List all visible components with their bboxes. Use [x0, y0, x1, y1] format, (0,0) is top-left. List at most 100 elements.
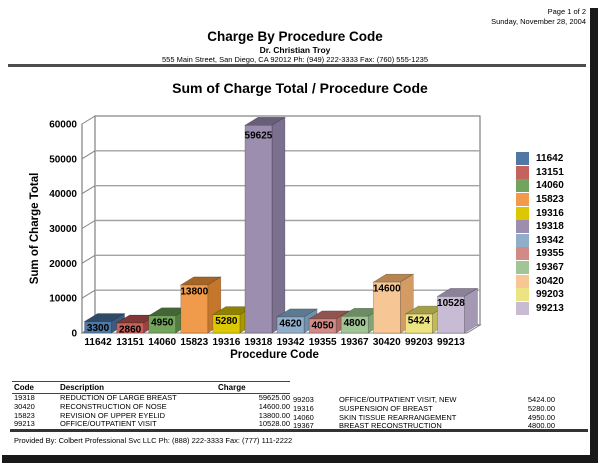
y-tick-label: 60000 — [49, 120, 77, 131]
x-tick-label: 15823 — [180, 337, 208, 348]
x-tick-label: 13151 — [116, 337, 144, 348]
axis-tick-connector — [81, 254, 96, 264]
description-cell: OFFICE/OUTPATIENT VISIT — [60, 419, 157, 429]
provided-by-footer: Provided By: Colbert Professional Svc LL… — [14, 436, 293, 445]
description-cell: SUSPENSION OF BREAST — [339, 403, 433, 413]
chart-title: Sum of Charge Total / Procedure Code — [172, 80, 428, 96]
legend-label: 19367 — [536, 262, 564, 274]
x-tick-label: 19316 — [212, 337, 240, 348]
bar-19318 — [243, 116, 287, 334]
table-row: 30420 RECONSTRUCTION OF NOSE 14600.00 — [12, 402, 290, 411]
charge-cell: 10528.00 — [258, 419, 290, 429]
legend-label: 19316 — [536, 207, 564, 219]
x-tick-label: 19367 — [341, 337, 369, 348]
charge-cell: 13800.00 — [258, 410, 290, 420]
practice-address: 555 Main Street, San Diego, CA 92012 Ph:… — [161, 55, 428, 64]
table-header-row: Code Description Charge — [12, 382, 290, 393]
legend-label: 13151 — [536, 166, 564, 178]
x-tick-label: 19355 — [309, 337, 337, 348]
col-header-description: Description — [60, 383, 105, 392]
description-cell: RECONSTRUCTION OF NOSE — [60, 401, 167, 411]
description-cell: SKIN TISSUE REARRANGEMENT — [339, 412, 457, 422]
table-row: 99213 OFFICE/OUTPATIENT VISIT 10528.00 — [12, 419, 290, 428]
legend-label: 14060 — [536, 180, 564, 192]
page-shadow-bottom — [2, 455, 598, 463]
legend-item: 14060 — [516, 179, 564, 193]
report-title: Charge By Procedure Code — [207, 29, 383, 44]
data-label: 3300 — [87, 323, 110, 334]
axis-tick-connector — [81, 185, 96, 195]
legend-label: 15823 — [536, 194, 564, 206]
x-tick-label: 19318 — [245, 337, 273, 348]
data-label: 5280 — [215, 316, 238, 327]
legend-item: 15823 — [516, 193, 564, 207]
data-label: 2860 — [119, 325, 142, 336]
y-tick-label: 20000 — [49, 259, 77, 270]
data-label: 4950 — [151, 317, 174, 328]
table-row: 19318 REDUCTION OF LARGE BREAST 59625.00 — [12, 393, 290, 402]
y-tick-label: 30000 — [49, 224, 77, 235]
x-tick-label: 19342 — [277, 337, 305, 348]
legend-label: 30420 — [536, 275, 564, 287]
legend-swatch — [516, 206, 529, 220]
charge-table-left: Code Description Charge 19318 REDUCTION OF L… — [12, 382, 290, 428]
legend-swatch — [516, 152, 529, 166]
charge-cell: 4950.00 — [527, 412, 555, 422]
legend-label: 99213 — [536, 302, 564, 314]
x-tick-label: 99213 — [437, 337, 465, 348]
bar-chart-3d: 3300 11642 2860 13151 4950 14060 13800 15823 528… — [0, 100, 600, 380]
y-tick-label: 10000 — [49, 294, 77, 305]
legend-swatch — [516, 261, 529, 275]
code-cell: 99203 — [293, 394, 314, 404]
description-cell: REVISION OF UPPER EYELID — [60, 410, 166, 420]
legend-item: 99213 — [516, 301, 564, 316]
y-tick-label: 40000 — [49, 189, 77, 200]
page-info: Page 1 of 2 Sunday, November 28, 2004 — [491, 7, 586, 26]
description-cell: OFFICE/OUTPATIENT VISIT, NEW — [339, 394, 457, 404]
report-date: Sunday, November 28, 2004 — [491, 16, 586, 26]
table-header-top-rule — [12, 381, 290, 382]
legend-swatch — [516, 247, 529, 261]
legend-swatch — [516, 274, 529, 288]
description-cell: BREAST RECONSTRUCTION — [339, 421, 442, 431]
code-cell: 14060 — [293, 412, 314, 422]
legend-swatch — [516, 165, 529, 179]
legend-swatch — [516, 193, 529, 207]
legend-label: 19355 — [536, 248, 564, 260]
legend-item: 13151 — [516, 165, 564, 180]
code-cell: 30420 — [14, 401, 35, 411]
y-tick-label: 0 — [71, 329, 77, 340]
legend-label: 11642 — [536, 153, 564, 165]
legend-swatch — [516, 288, 529, 302]
legend-label: 19342 — [536, 234, 564, 246]
description-cell: REDUCTION OF LARGE BREAST — [60, 392, 177, 402]
legend-item: 19318 — [516, 220, 564, 234]
col-header-charge: Charge — [218, 383, 246, 392]
legend-item: 19367 — [516, 261, 564, 275]
bar-99213 — [436, 287, 479, 334]
charge-cell: 4800.00 — [527, 421, 555, 431]
legend-item: 19316 — [516, 206, 564, 220]
charge-cell: 5280.00 — [527, 403, 555, 413]
x-axis-title: Procedure Code — [230, 349, 319, 361]
x-tick-label: 11642 — [84, 337, 112, 348]
table-row: 19316 SUSPENSION OF BREAST 5280.00 — [291, 404, 555, 413]
charge-table-right: 99203 OFFICE/OUTPATIENT VISIT, NEW 5424.00… — [291, 395, 555, 430]
axis-tick-connector — [81, 115, 96, 125]
data-label: 4620 — [279, 318, 302, 329]
data-label: 13800 — [180, 286, 208, 297]
code-cell: 99213 — [14, 419, 35, 429]
x-tick-label: 99203 — [405, 337, 433, 348]
code-cell: 19318 — [14, 392, 35, 402]
charge-cell: 59625.00 — [258, 392, 290, 402]
legend-item: 19342 — [516, 233, 564, 248]
legend-item: 11642 — [516, 152, 564, 166]
legend-item: 30420 — [516, 274, 564, 288]
data-label: 4800 — [344, 318, 367, 329]
axis-tick-connector — [81, 220, 96, 229]
legend-label: 99203 — [536, 289, 564, 301]
axis-tick-connector — [81, 289, 96, 299]
legend-swatch — [516, 220, 529, 234]
data-label: 4050 — [312, 320, 335, 331]
